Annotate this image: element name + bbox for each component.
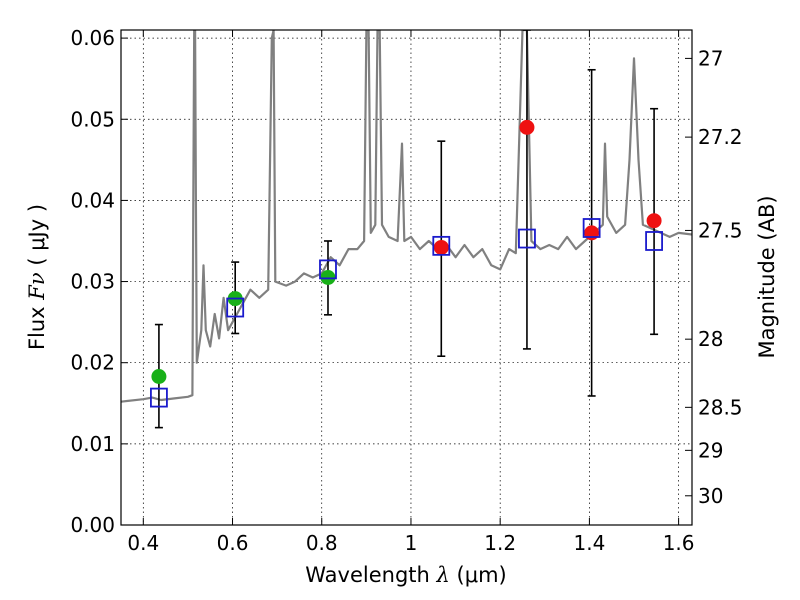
model-square-marker	[319, 259, 337, 280]
right-axis-label: Magnitude (AB)	[755, 195, 779, 358]
y-tick-label: 0.00	[70, 513, 115, 537]
model-square-marker	[582, 218, 601, 238]
plot-frame	[120, 29, 693, 526]
model-square-marker	[645, 231, 663, 251]
model-square-marker	[432, 235, 451, 256]
y-tick-label: 0.05	[70, 107, 115, 131]
x-tick-label: 1.2	[484, 531, 516, 555]
x-tick-label: 0.4	[127, 531, 159, 555]
tick-layer: 0.4 0.6 0.8 1 1.2 1.4 1.6 0.00 0.01 0.02 0.03 0.04 0…	[70, 26, 742, 555]
marker-layer	[150, 119, 663, 408]
model-square-marker	[518, 228, 536, 249]
right-tick-label: 27	[698, 46, 723, 70]
data-point-circle	[519, 119, 535, 135]
data-point-circle	[151, 369, 167, 384]
y-axis-label: Flux Fν ( μJy )	[25, 204, 49, 350]
grid	[121, 30, 692, 525]
x-axis-label: Wavelength λ (μm)	[305, 563, 506, 587]
x-tick-label: 1.6	[663, 531, 695, 555]
x-tick-label: 0.8	[306, 531, 338, 555]
right-tick-label: 27.5	[698, 218, 743, 242]
right-tick-label: 28.5	[698, 395, 743, 419]
model-square-marker	[150, 387, 168, 408]
y-tick-label: 0.02	[70, 351, 115, 375]
y-tick-label: 0.01	[70, 432, 115, 456]
y-tick-label: 0.03	[70, 270, 115, 294]
x-tick-label: 1	[405, 531, 418, 555]
data-point-circle	[584, 225, 600, 241]
data-point-circle	[646, 213, 662, 229]
model-square-marker	[226, 297, 245, 318]
right-tick-label: 28	[698, 327, 723, 351]
right-tick-label: 30	[698, 484, 723, 508]
right-tick-label: 29	[698, 438, 723, 462]
x-tick-label: 1.4	[573, 531, 605, 555]
data-point-circle	[433, 239, 449, 255]
y-tick-label: 0.04	[70, 188, 115, 212]
y-tick-label: 0.06	[70, 26, 115, 50]
x-tick-label: 0.6	[217, 531, 249, 555]
right-tick-label: 27.2	[698, 125, 743, 149]
